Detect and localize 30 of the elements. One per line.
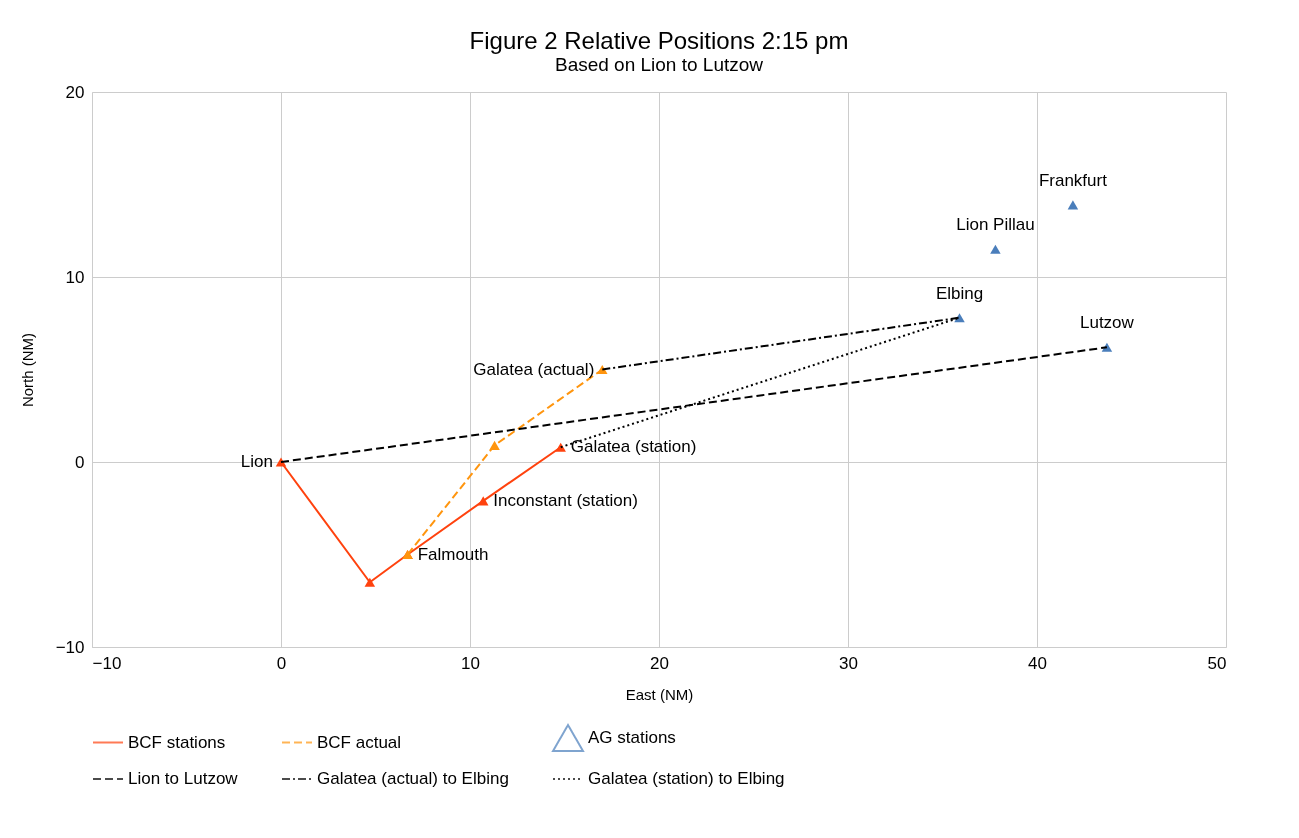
legend-label: Galatea (actual) to Elbing [317,769,509,788]
annotation: Inconstant (station) [493,490,638,510]
annotation: Galatea (actual) [473,359,595,379]
x-tick-label: 30 [839,653,858,673]
annotation: Lion [240,452,273,471]
x-tick-label: 10 [461,653,480,673]
annotation: Galatea (station) [570,437,697,457]
annotation: Frankfurt [1038,170,1108,190]
x-tick-label: −10 [92,653,122,673]
y-tick-label: 0 [75,452,85,472]
annotation: Elbing [935,283,984,303]
legend-label: BCF stations [128,732,226,752]
annotation: Falmouth [417,544,489,564]
legend-label: Lion to Lutzow [128,769,239,788]
chart-subtitle: Based on Lion to Lutzow [554,54,764,75]
annotation: Lutzow [1079,313,1135,333]
legend-label: Galatea (station) to Elbing [588,769,785,788]
x-tick-label: 0 [276,653,287,673]
x-tick-label: 50 [1207,653,1227,673]
legend-label: AG stations [588,728,676,747]
x-tick-label: 40 [1028,653,1047,673]
x-axis-title: East (NM) [625,685,694,703]
y-tick-label: 10 [65,267,85,287]
annotation: Lion Pillau [956,215,1035,235]
legend-label: BCF actual [317,732,402,752]
y-tick-label: −10 [55,637,85,657]
x-tick-label: 20 [650,653,669,673]
y-tick-label: 20 [65,82,85,102]
chart-title: Figure 2 Relative Positions 2:15 pm [469,27,849,54]
y-axis-title: North (NM) [18,332,36,408]
